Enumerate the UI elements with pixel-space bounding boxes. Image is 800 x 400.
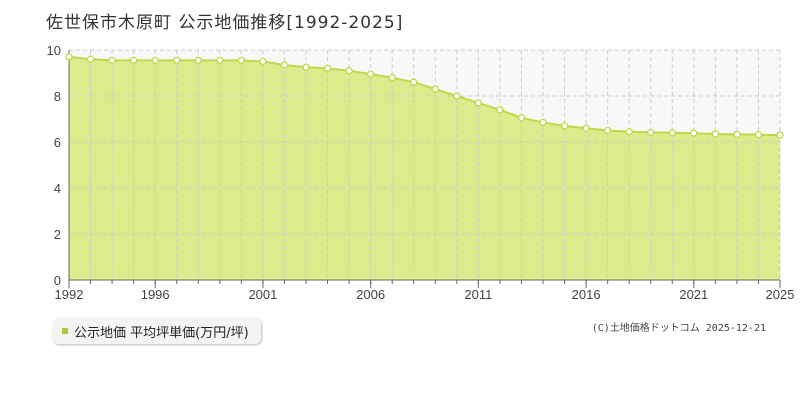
y-tick-label: 6: [54, 135, 61, 150]
data-point: [345, 67, 353, 75]
data-point: [733, 130, 741, 139]
data-point: [173, 56, 181, 64]
data-point: [539, 118, 547, 127]
x-tick-label: 2011: [464, 287, 492, 302]
data-point: [754, 130, 763, 139]
data-point: [603, 126, 612, 135]
x-tick-label: 1996: [141, 287, 170, 302]
x-tick-label: 2006: [356, 287, 385, 302]
data-point: [625, 127, 633, 136]
data-point: [323, 64, 332, 73]
y-tick-label: 8: [54, 89, 61, 104]
data-point: [86, 55, 95, 63]
legend: 公示地価 平均坪単価(万円/坪): [52, 318, 261, 344]
legend-label: 公示地価 平均坪単価(万円/坪): [74, 325, 249, 341]
chart-title: 佐世保市木原町 公示地価推移[1992-2025]: [46, 13, 404, 33]
data-point: [582, 124, 590, 132]
y-tick-label: 2: [54, 227, 61, 242]
data-point: [517, 114, 526, 122]
y-tick-label: 4: [54, 181, 61, 196]
data-point: [496, 106, 504, 114]
data-point: [690, 129, 698, 137]
data-point: [108, 56, 116, 64]
y-tick-label: 10: [47, 43, 61, 58]
x-tick-label: 2016: [572, 287, 601, 302]
data-point: [388, 73, 396, 82]
y-tick-label: 0: [54, 273, 61, 288]
data-point: [280, 61, 289, 69]
data-point: [302, 63, 310, 71]
data-point: [65, 53, 73, 61]
data-point: [711, 130, 720, 138]
data-point: [776, 131, 784, 139]
data-point: [560, 122, 569, 130]
series-line: [68, 55, 781, 137]
data-point: [453, 92, 461, 100]
data-point: [668, 129, 676, 137]
legend-marker: [62, 328, 68, 334]
series-area: [69, 56, 780, 281]
x-tick-label: 1992: [55, 287, 84, 302]
x-tick-label: 2021: [679, 287, 708, 302]
data-point: [410, 78, 418, 86]
data-point: [129, 56, 138, 64]
x-tick-label: 2001: [248, 287, 277, 302]
x-tick-label: 2025: [766, 287, 795, 302]
data-point: [237, 56, 246, 64]
data-point: [366, 70, 375, 78]
data-point: [647, 128, 655, 136]
data-point: [474, 99, 483, 107]
data-point: [259, 57, 267, 66]
data-point: [151, 56, 159, 64]
copyright-credit: (C)土地価格ドットコム 2025-12-21: [591, 323, 766, 334]
data-point: [431, 85, 439, 93]
data-point: [194, 56, 202, 64]
data-point: [216, 56, 224, 64]
